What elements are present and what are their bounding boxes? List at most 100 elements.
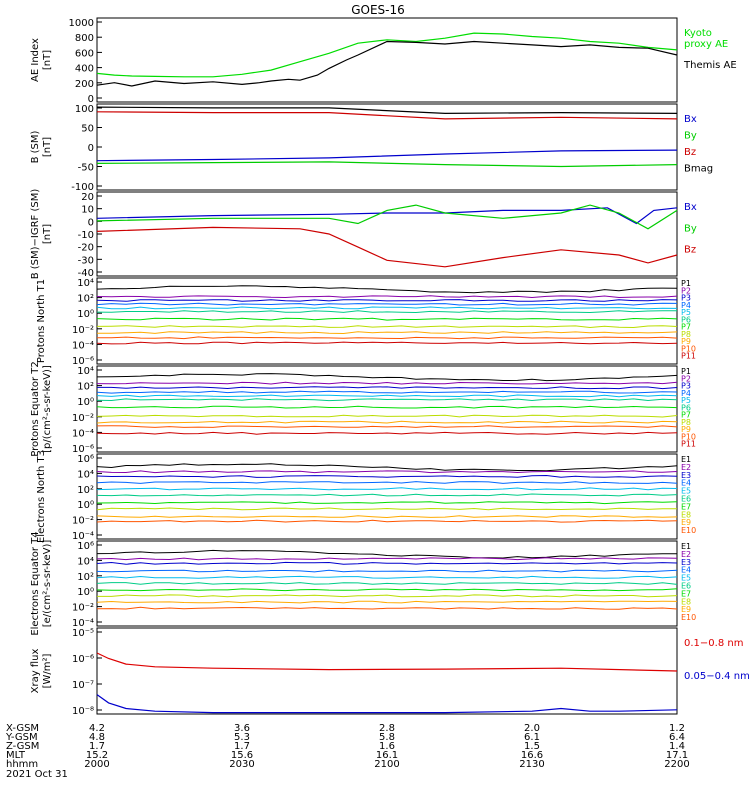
series-line — [96, 302, 678, 306]
legend-label: E1 — [681, 455, 691, 464]
y-tick-label: 10⁻⁸ — [72, 706, 94, 717]
y-axis-label: Electrons North T3 — [36, 450, 47, 543]
panel-frame — [96, 453, 678, 540]
legend-label: P5 — [681, 396, 691, 405]
series-line — [96, 507, 678, 511]
y-tick-label: 0 — [88, 143, 94, 154]
y-tick-label: 10⁴ — [77, 278, 94, 289]
y-tick-label: 800 — [75, 33, 94, 44]
legend-label: E4 — [681, 479, 691, 488]
legend-label: Kyoto — [684, 28, 712, 39]
y-axis-label: [p/(cm²-s-sr-keV)] — [42, 365, 53, 453]
y-tick-label: -20 — [78, 243, 94, 254]
series-line — [96, 481, 678, 484]
legend-label: E5 — [681, 487, 691, 496]
y-axis-label: [nT] — [42, 224, 53, 244]
x-tick-label: 1.7 — [89, 741, 105, 752]
legend-label: P6 — [681, 403, 691, 412]
legend-label: P11 — [681, 352, 696, 361]
series-line — [96, 515, 678, 519]
series-line — [96, 561, 678, 565]
y-axis-label: Xray flux — [30, 649, 41, 694]
y-tick-label: 20 — [81, 192, 94, 203]
series-line — [96, 394, 678, 398]
legend-label: proxy AE — [684, 39, 728, 50]
legend-label: E3 — [681, 471, 691, 480]
y-tick-label: 0 — [88, 217, 94, 228]
y-tick-label: 10⁻² — [72, 603, 94, 614]
y-axis-label: B (SM) — [30, 130, 41, 163]
series-line — [96, 106, 678, 115]
x-row-label: Y-GSM — [5, 732, 38, 743]
x-tick-label: 16.6 — [521, 750, 543, 761]
x-tick-label: 2000 — [84, 759, 109, 770]
legend-label: E8 — [681, 597, 691, 606]
legend-label: P10 — [681, 344, 696, 353]
series-line — [96, 569, 678, 573]
y-tick-label: 10⁴ — [77, 556, 94, 567]
legend-label: P3 — [681, 382, 691, 391]
series-line — [96, 474, 678, 478]
x-tick-label: 6.4 — [669, 732, 685, 743]
legend-label: P7 — [681, 411, 691, 420]
y-tick-label: 1000 — [69, 18, 94, 29]
series-line — [96, 204, 678, 230]
legend-label: P8 — [681, 418, 691, 427]
x-tick-label: 2.8 — [379, 723, 395, 734]
x-tick-label: 15.2 — [86, 750, 108, 761]
legend-label: E5 — [681, 574, 691, 583]
legend-label: Bx — [684, 202, 697, 213]
y-tick-label: 10 — [81, 205, 94, 216]
panel-frame — [96, 17, 678, 103]
x-tick-label: 2.0 — [524, 723, 540, 734]
series-line — [96, 493, 678, 497]
legend-label: E8 — [681, 510, 691, 519]
y-tick-label: -50 — [78, 163, 94, 174]
legend-label: E9 — [681, 605, 691, 614]
series-line — [96, 325, 678, 329]
legend-label: Bmag — [684, 164, 713, 175]
x-row-label: MLT — [6, 750, 26, 761]
legend-label: E2 — [681, 550, 691, 559]
x-tick-label: 2130 — [519, 759, 544, 770]
series-line — [96, 390, 678, 394]
y-tick-label: -40 — [78, 268, 94, 279]
panel-frame — [96, 540, 678, 627]
x-row-label: 2021 Oct 31 — [6, 769, 68, 780]
legend-label: E6 — [681, 582, 691, 591]
x-tick-label: 6.1 — [524, 732, 540, 743]
y-tick-label: 10⁻⁷ — [72, 680, 94, 691]
x-tick-label: 1.5 — [524, 741, 540, 752]
legend-label: P4 — [681, 301, 691, 310]
legend-label: E7 — [681, 589, 691, 598]
series-line — [96, 463, 678, 472]
series-line — [96, 381, 678, 385]
series-line — [96, 226, 678, 268]
y-tick-label: 400 — [75, 64, 94, 75]
y-tick-label: 10⁻⁶ — [72, 444, 94, 455]
legend-label: E3 — [681, 558, 691, 567]
series-line — [96, 557, 678, 561]
series-line — [96, 373, 678, 382]
y-axis-label: Protons Equator T2 — [30, 361, 41, 457]
legend-label: E10 — [681, 526, 696, 535]
series-line — [97, 594, 678, 598]
x-tick-label: 4.8 — [89, 732, 105, 743]
panel-5: 10⁴ 10² 10⁰ 10⁻² 10⁻⁴ 10⁻⁶ Protons Equator T2[… — [30, 361, 696, 457]
legend-label: P3 — [681, 294, 691, 303]
x-row-label: X-GSM — [6, 723, 39, 734]
x-tick-label: 2030 — [229, 759, 254, 770]
legend-label: P8 — [681, 330, 691, 339]
series-line — [96, 317, 678, 321]
x-tick-label: 4.2 — [89, 723, 105, 734]
y-tick-label: 10⁻² — [72, 325, 94, 336]
x-tick-label: 3.6 — [234, 723, 250, 734]
y-tick-label: 10² — [77, 485, 94, 496]
panel-frame — [96, 627, 678, 715]
series-line — [96, 600, 678, 604]
y-tick-label: 50 — [81, 124, 94, 135]
series-line — [96, 420, 678, 424]
y-tick-label: 10⁻⁶ — [72, 356, 94, 367]
series-line — [96, 299, 678, 302]
